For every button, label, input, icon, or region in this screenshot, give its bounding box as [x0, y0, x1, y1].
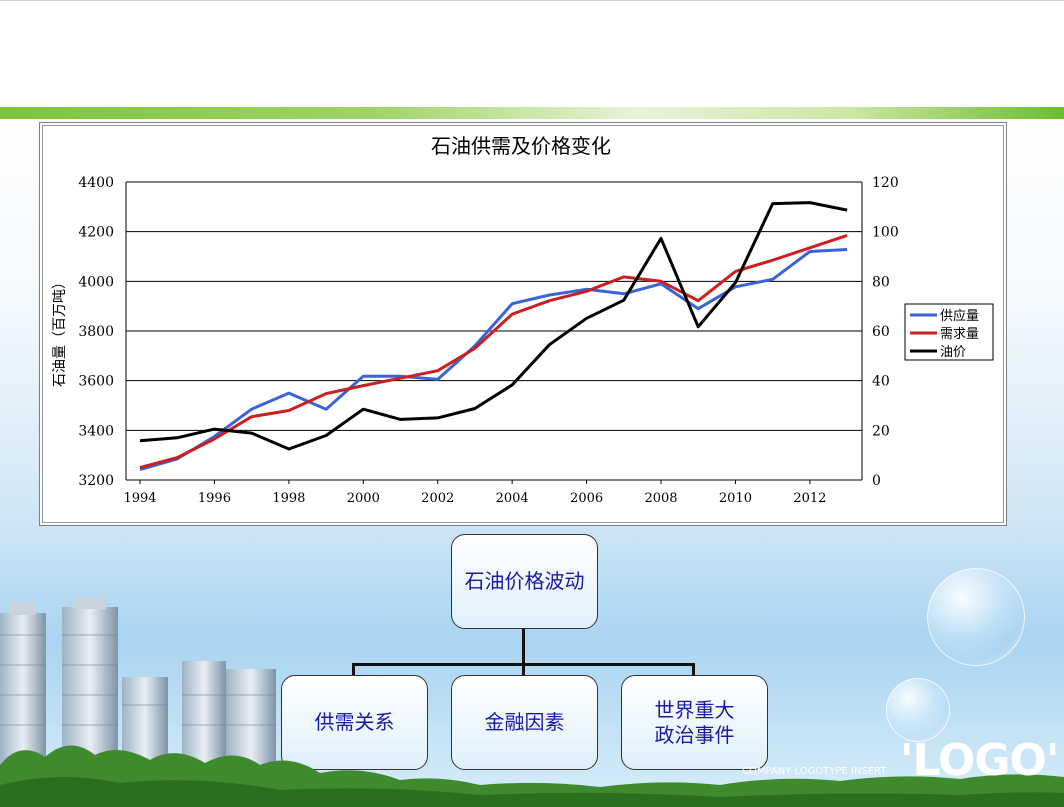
- y-tick-label: 4000: [78, 274, 114, 290]
- x-tick-label: 2006: [570, 491, 603, 506]
- decorative-bubble-small: [886, 678, 950, 742]
- y2-tick-label: 100: [872, 225, 899, 241]
- y-tick-label: 3800: [78, 324, 114, 340]
- diagram-root-node: 石油价格波动: [451, 534, 598, 629]
- x-tick-label: 1996: [198, 491, 231, 506]
- connector-root-down: [522, 628, 525, 665]
- oil-supply-demand-price-chart: 石油供需及价格变化 3200 3400 3600 3800 4000 4200 4400 0 20…: [52, 134, 994, 506]
- top-border-line: [0, 0, 1064, 1]
- x-tick-label: 2012: [793, 491, 826, 506]
- x-tick-label: 1998: [272, 491, 305, 506]
- chart-frame: 石油供需及价格变化 3200 3400 3600 3800 4000 4200 4400 0 20…: [39, 122, 1007, 526]
- connector-right-down: [692, 663, 695, 675]
- y2-tick-label: 120: [872, 175, 899, 191]
- legend-label: 油价: [940, 345, 966, 360]
- y2-tick-label: 0: [872, 473, 881, 489]
- header-green-bar: [0, 107, 1064, 119]
- x-tick-label: 2004: [496, 491, 529, 506]
- y-tick-label: 3400: [78, 423, 114, 439]
- logo-text: 'LOGO': [900, 735, 1059, 786]
- tree-line-image: [0, 745, 1064, 807]
- x-tick-label: 1994: [123, 491, 156, 506]
- diagram-child-node-supply-demand: 供需关系: [281, 675, 428, 770]
- legend-label: 供应量: [940, 308, 979, 324]
- x-tick-label: 2000: [347, 491, 380, 506]
- diagram-root-label: 石油价格波动: [464, 569, 585, 593]
- series-line-0: [139, 248, 848, 472]
- diagram-child-label: 金融因素: [484, 710, 565, 734]
- y-tick-label: 3200: [78, 473, 114, 489]
- legend-label: 需求量: [940, 327, 979, 342]
- company-logotype-text: COMPANY LOGOTYPE INSERT: [742, 766, 887, 777]
- y-axis-label: 石油量（百万吨）: [52, 275, 68, 387]
- chart-title: 石油供需及价格变化: [431, 134, 611, 158]
- decorative-bubble-large: [927, 568, 1025, 666]
- diagram-child-label: 世界重大 政治事件: [654, 697, 735, 747]
- y-tick-label: 4200: [78, 225, 114, 241]
- connector-left-down: [352, 663, 355, 675]
- y-tick-label: 3600: [78, 374, 114, 390]
- x-tick-label: 2010: [719, 491, 752, 506]
- connector-mid-down: [522, 663, 525, 675]
- y2-tick-label: 40: [872, 374, 890, 390]
- diagram-child-node-finance: 金融因素: [451, 675, 598, 770]
- diagram-child-node-politics: 世界重大 政治事件: [621, 675, 768, 770]
- x-tick-label: 2008: [644, 491, 677, 506]
- y2-tick-label: 60: [872, 324, 890, 340]
- y2-tick-label: 80: [872, 274, 890, 290]
- x-tick-label: 2002: [421, 491, 454, 506]
- y-tick-label: 4400: [78, 175, 114, 191]
- series-line-2: [139, 201, 848, 451]
- diagram-child-label: 供需关系: [314, 710, 395, 734]
- y2-tick-label: 20: [872, 423, 890, 439]
- series-line-1: [139, 233, 848, 470]
